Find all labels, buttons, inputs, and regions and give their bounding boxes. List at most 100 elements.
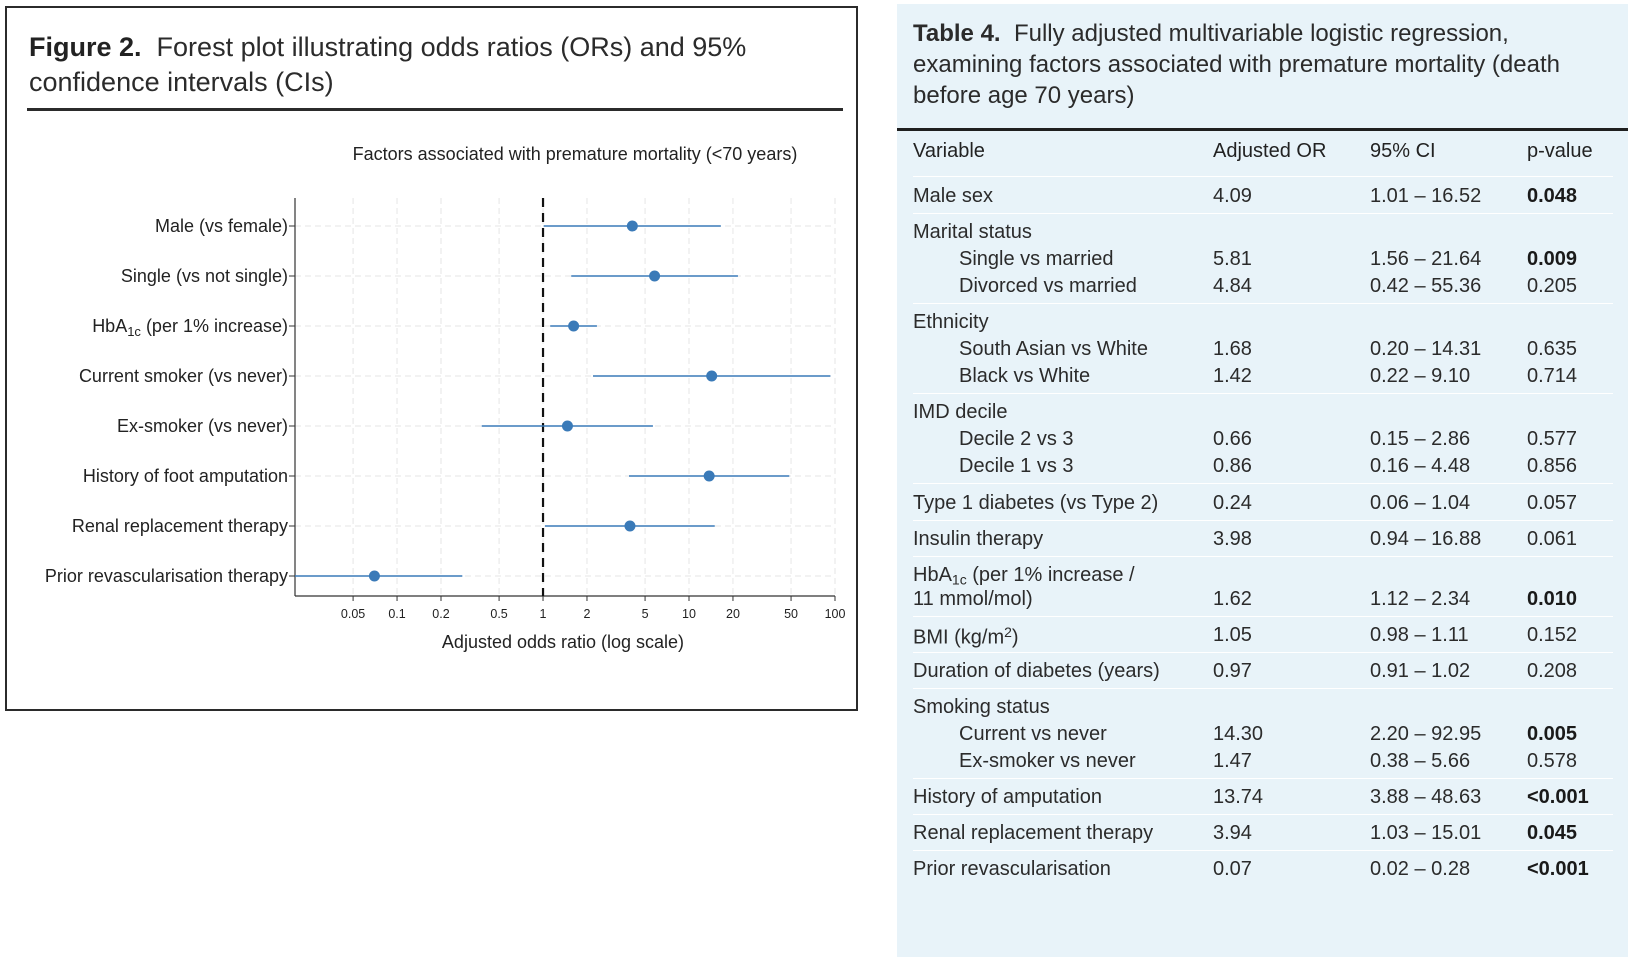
forest-plot: Factors associated with premature mortal… xyxy=(45,144,846,652)
column-header: p-value xyxy=(1527,140,1593,162)
confidence-interval-cell: 2.20 – 92.95 xyxy=(1370,723,1482,745)
p-value-cell: 0.005 xyxy=(1527,723,1578,745)
variable-cell: Prior revascularisation xyxy=(913,858,1111,880)
variable-cell: Ex-smoker vs never xyxy=(959,750,1136,772)
p-value-cell: 0.048 xyxy=(1527,185,1578,207)
table-panel: Table 4. Fully adjusted multivariable lo… xyxy=(897,4,1628,957)
figure-caption: Figure 2. Forest plot illustrating odds … xyxy=(29,30,819,100)
row-divider xyxy=(913,778,1613,779)
row-divider xyxy=(913,652,1613,653)
odds-ratio-cell: 3.94 xyxy=(1213,822,1252,844)
p-value-cell: 0.045 xyxy=(1527,822,1578,844)
figure-label: Figure 2. xyxy=(29,32,142,62)
confidence-interval-cell: 3.88 – 48.63 xyxy=(1370,786,1482,808)
variable-cell: Renal replacement therapy xyxy=(913,822,1154,844)
p-value-cell: 0.856 xyxy=(1527,455,1578,477)
variable-cell: Decile 1 vs 3 xyxy=(959,455,1074,477)
table-caption-text: Fully adjusted multivariable logistic re… xyxy=(913,20,1560,109)
x-tick-label: 20 xyxy=(726,607,740,621)
variable-cell: South Asian vs White xyxy=(959,338,1148,360)
confidence-interval-cell: 1.03 – 15.01 xyxy=(1370,822,1482,844)
variable-cell: Decile 2 vs 3 xyxy=(959,428,1074,450)
row-divider xyxy=(913,176,1613,177)
variable-cell: Ethnicity xyxy=(913,311,989,333)
p-value-cell: 0.205 xyxy=(1527,275,1578,297)
row-label: Male (vs female) xyxy=(155,216,288,236)
or-point xyxy=(703,470,715,482)
confidence-interval-cell: 0.22 – 9.10 xyxy=(1370,365,1471,387)
confidence-interval-cell: 0.42 – 55.36 xyxy=(1370,275,1482,297)
variable-cell: BMI (kg/m2) xyxy=(913,624,1019,649)
or-point xyxy=(368,570,380,582)
confidence-interval-cell: 1.12 – 2.34 xyxy=(1370,588,1471,610)
confidence-interval-cell: 0.91 – 1.02 xyxy=(1370,660,1471,682)
table-header-rule xyxy=(897,128,1628,131)
odds-ratio-cell: 4.09 xyxy=(1213,185,1252,207)
odds-ratio-cell: 1.42 xyxy=(1213,365,1252,387)
p-value-cell: <0.001 xyxy=(1527,858,1589,880)
p-value-cell: 0.208 xyxy=(1527,660,1578,682)
variable-cell: Type 1 diabetes (vs Type 2) xyxy=(913,492,1159,514)
or-point xyxy=(568,320,580,332)
variable-cell: Single vs married xyxy=(959,248,1114,270)
x-tick-label: 0.05 xyxy=(341,607,365,621)
row-label: Single (vs not single) xyxy=(121,266,288,286)
variable-cell: Marital status xyxy=(913,221,1032,243)
row-label: Renal replacement therapy xyxy=(72,516,288,536)
x-tick-label: 2 xyxy=(583,607,590,621)
figure-caption-rule xyxy=(27,108,843,111)
or-point xyxy=(561,420,573,432)
odds-ratio-cell: 5.81 xyxy=(1213,248,1252,270)
figure-caption-text: Forest plot illustrating odds ratios (OR… xyxy=(29,32,747,97)
or-point xyxy=(649,270,661,282)
row-divider xyxy=(913,213,1613,214)
variable-cell: HbA1c (per 1% increase / xyxy=(913,564,1135,588)
odds-ratio-cell: 3.98 xyxy=(1213,528,1252,550)
odds-ratio-cell: 1.62 xyxy=(1213,588,1252,610)
column-header: Variable xyxy=(913,140,985,162)
p-value-cell: 0.577 xyxy=(1527,428,1578,450)
confidence-interval-cell: 0.98 – 1.11 xyxy=(1370,624,1469,646)
row-label: Ex-smoker (vs never) xyxy=(117,416,288,436)
or-point xyxy=(626,220,638,232)
p-value-cell: 0.635 xyxy=(1527,338,1578,360)
row-divider xyxy=(913,303,1613,304)
confidence-interval-cell: 0.38 – 5.66 xyxy=(1370,750,1471,772)
variable-cell: IMD decile xyxy=(913,401,1008,423)
confidence-interval-cell: 0.94 – 16.88 xyxy=(1370,528,1482,550)
x-tick-label: 0.1 xyxy=(388,607,405,621)
variable-cell: 11 mmol/mol) xyxy=(913,588,1033,610)
column-header: Adjusted OR xyxy=(1213,140,1327,162)
x-tick-label: 1 xyxy=(540,607,547,621)
odds-ratio-cell: 0.66 xyxy=(1213,428,1252,450)
row-divider xyxy=(913,688,1613,689)
x-tick-label: 50 xyxy=(784,607,798,621)
row-divider xyxy=(913,483,1613,484)
or-point xyxy=(706,370,718,382)
p-value-cell: <0.001 xyxy=(1527,786,1589,808)
chart-title: Factors associated with premature mortal… xyxy=(353,144,798,164)
p-value-cell: 0.152 xyxy=(1527,624,1578,646)
row-divider xyxy=(913,616,1613,617)
row-label: Current smoker (vs never) xyxy=(79,366,288,386)
p-value-cell: 0.010 xyxy=(1527,588,1578,610)
confidence-interval-cell: 0.15 – 2.86 xyxy=(1370,428,1471,450)
variable-cell: History of amputation xyxy=(913,786,1102,808)
odds-ratio-cell: 0.86 xyxy=(1213,455,1252,477)
variable-cell: Male sex xyxy=(913,185,994,207)
confidence-interval-cell: 0.20 – 14.31 xyxy=(1370,338,1482,360)
table-caption: Table 4. Fully adjusted multivariable lo… xyxy=(913,18,1613,111)
x-axis-label: Adjusted odds ratio (log scale) xyxy=(442,632,684,652)
odds-ratio-cell: 0.07 xyxy=(1213,858,1252,880)
odds-ratio-cell: 14.30 xyxy=(1213,723,1264,745)
or-point xyxy=(624,520,636,532)
figure-panel: Figure 2. Forest plot illustrating odds … xyxy=(5,6,858,711)
odds-ratio-cell: 4.84 xyxy=(1213,275,1252,297)
odds-ratio-cell: 1.05 xyxy=(1213,624,1252,646)
odds-ratio-cell: 0.97 xyxy=(1213,660,1252,682)
variable-cell: Insulin therapy xyxy=(913,528,1044,550)
confidence-interval-cell: 1.01 – 16.52 xyxy=(1370,185,1482,207)
p-value-cell: 0.714 xyxy=(1527,365,1578,387)
odds-ratio-cell: 0.24 xyxy=(1213,492,1252,514)
p-value-cell: 0.578 xyxy=(1527,750,1578,772)
